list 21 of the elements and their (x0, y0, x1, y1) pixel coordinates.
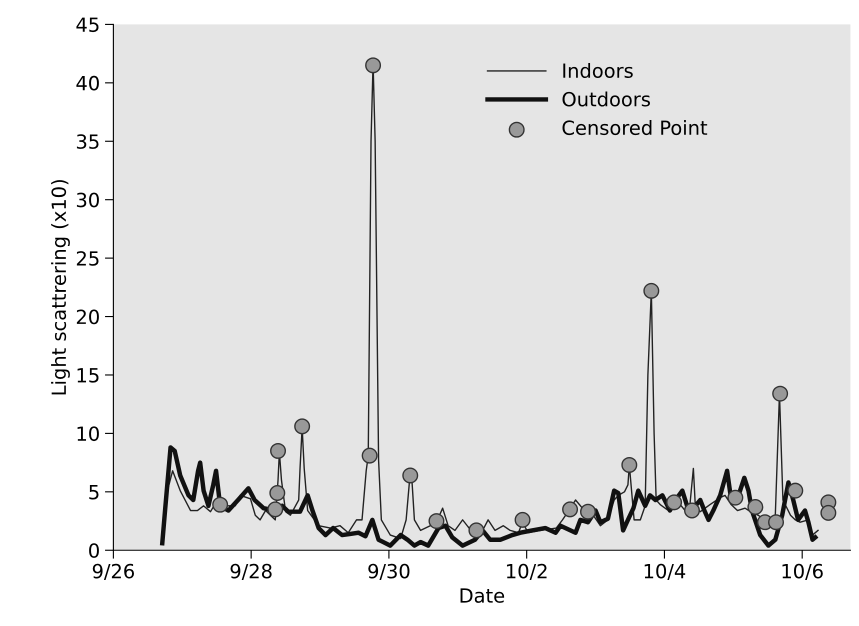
legend-label: Outdoors (562, 91, 650, 107)
y-axis-title: Light scattrering (x10) (51, 180, 70, 394)
y-tick-label: 10 (78, 426, 99, 442)
x-tick-label: 10/4 (644, 564, 686, 580)
y-tick-label: 5 (89, 485, 98, 500)
x-tick-label: 9/30 (368, 564, 410, 580)
y-tick-label: 40 (76, 76, 99, 91)
y-tick-label: 45 (76, 18, 98, 32)
legend-label: Censored Point (562, 120, 708, 136)
legend-label: Indoors (563, 62, 633, 78)
y-tick-label: 35 (76, 134, 98, 149)
y-tick-label: 15 (78, 368, 98, 383)
x-tick-label: 9/26 (92, 564, 134, 580)
x-tick-label: 10/2 (506, 564, 547, 580)
y-tick-label: 25 (76, 251, 98, 266)
y-tick-label: 20 (76, 310, 99, 324)
y-tick-label: 30 (76, 192, 99, 208)
x-axis-title: Date (460, 588, 504, 603)
x-tick-label: 9/28 (230, 564, 272, 580)
y-tick-label: 0 (89, 543, 99, 558)
x-tick-label: 10/6 (782, 564, 823, 580)
